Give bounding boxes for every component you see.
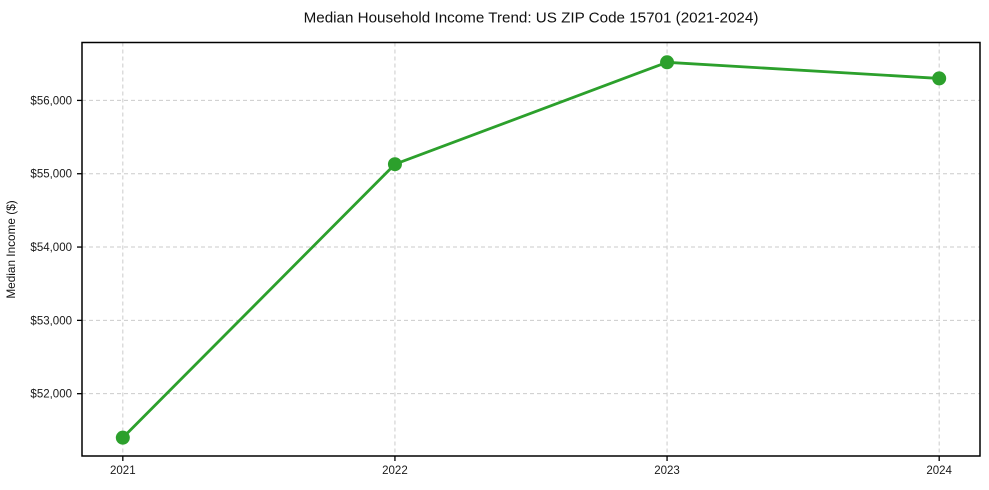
x-tick-label: 2024 xyxy=(926,465,952,477)
chart-title: Median Household Income Trend: US ZIP Co… xyxy=(304,10,759,27)
data-point-2023 xyxy=(660,55,675,70)
data-point-2022 xyxy=(387,157,402,172)
y-tick-label: $56,000 xyxy=(30,95,72,107)
y-tick-label: $53,000 xyxy=(30,315,72,327)
y-tick-label: $52,000 xyxy=(30,389,72,401)
axes: 2021 2022 2023 2024 $52,000 $53,000 $54,000 $55… xyxy=(30,95,952,477)
data-point-2024 xyxy=(932,71,947,86)
y-tick-label: $54,000 xyxy=(30,242,72,254)
plot-border xyxy=(81,41,981,457)
y-axis-label: Median Income ($) xyxy=(4,200,18,298)
x-tick-label: 2023 xyxy=(654,465,680,477)
y-tick-label: $55,000 xyxy=(30,169,72,181)
trend-line xyxy=(121,60,941,440)
data-series xyxy=(115,55,947,445)
gridlines xyxy=(82,42,980,456)
x-tick-label: 2021 xyxy=(110,465,136,477)
x-tick-label: 2022 xyxy=(382,465,408,477)
data-point-2021 xyxy=(115,430,130,445)
